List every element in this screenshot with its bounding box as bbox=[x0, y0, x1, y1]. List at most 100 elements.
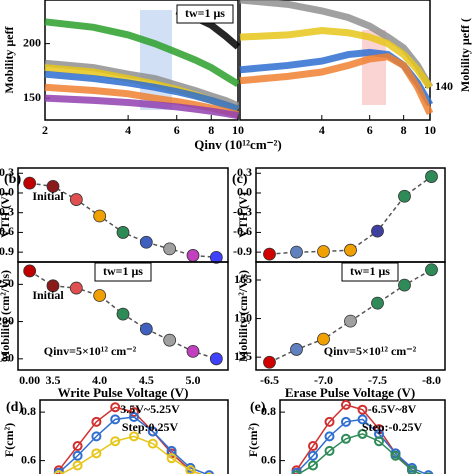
y-tick-label: 135 bbox=[234, 349, 252, 363]
y-tick-label: 150 bbox=[234, 310, 252, 324]
data-point bbox=[341, 399, 351, 410]
annotation: Initial bbox=[32, 189, 64, 203]
data-point bbox=[147, 426, 158, 437]
data-point bbox=[116, 226, 130, 239]
data-point bbox=[93, 289, 107, 302]
data-point bbox=[423, 470, 434, 474]
annotation: tw=1 μs bbox=[350, 264, 390, 278]
y-axis-label: F(cm²) bbox=[246, 423, 260, 457]
plot-frame bbox=[239, 0, 431, 121]
x-tick-label: -8.0 bbox=[422, 373, 441, 387]
data-point bbox=[110, 402, 121, 413]
annotation-box bbox=[341, 262, 399, 282]
panel-label: (d) bbox=[6, 400, 23, 415]
data-point bbox=[341, 416, 351, 427]
y-axis-label: Mobility (cm²/V.s) bbox=[0, 270, 12, 362]
x-tick-label: 8 bbox=[401, 123, 407, 137]
x-tick-label: 5.0 bbox=[186, 373, 201, 387]
y-axis-label: F(cm²) bbox=[2, 423, 16, 457]
data-point bbox=[371, 296, 384, 310]
x-tick-label: 3.5 bbox=[46, 373, 61, 387]
x-tick-label: 0.00 bbox=[19, 373, 40, 387]
data-point bbox=[129, 431, 139, 442]
y-axis-label: Mobility (cm²/V.s) bbox=[236, 270, 250, 362]
data-point bbox=[116, 307, 130, 321]
x-axis-label: Qinv (10¹²cm⁻²) bbox=[194, 137, 282, 152]
data-point bbox=[209, 352, 223, 366]
data-point bbox=[147, 438, 158, 449]
series-line bbox=[58, 416, 209, 474]
data-point bbox=[69, 193, 83, 206]
data-point bbox=[290, 343, 303, 356]
x-tick-label: 4.5 bbox=[139, 373, 154, 387]
annotation-box bbox=[176, 4, 234, 24]
series-line bbox=[44, 18, 240, 87]
annotation: Step:-0.25V bbox=[362, 420, 423, 434]
annotation: Step:0.25V bbox=[122, 420, 179, 434]
data-point bbox=[129, 411, 139, 422]
data-point bbox=[324, 431, 335, 442]
annotation: 3.5V~5.25V bbox=[120, 402, 180, 416]
data-point bbox=[139, 235, 153, 249]
data-point bbox=[166, 453, 177, 464]
data-point bbox=[69, 281, 83, 295]
panel-label: (c) bbox=[232, 172, 248, 187]
x-tick-label: 6 bbox=[174, 123, 180, 137]
data-point bbox=[344, 314, 357, 328]
data-point bbox=[308, 460, 318, 471]
series-line bbox=[269, 175, 432, 255]
y-tick-label: 0.3 bbox=[237, 165, 252, 179]
series-line bbox=[239, 0, 434, 90]
data-point bbox=[398, 189, 411, 203]
y-tick-label: 150 bbox=[23, 90, 41, 104]
data-point bbox=[186, 344, 200, 358]
y-tick-label: 140 bbox=[435, 79, 453, 93]
data-point bbox=[163, 242, 177, 256]
data-point bbox=[263, 355, 276, 369]
y-tick-label: -0.9 bbox=[233, 244, 252, 258]
y-tick-label: 0.0 bbox=[0, 185, 14, 199]
data-point bbox=[390, 450, 401, 461]
annotation: tw=1 μs bbox=[103, 264, 143, 278]
data-point bbox=[317, 332, 330, 346]
x-tick-label: 10 bbox=[424, 123, 436, 137]
data-point bbox=[407, 465, 417, 474]
data-point bbox=[91, 416, 102, 427]
series-line bbox=[296, 433, 423, 474]
panel-label: (e) bbox=[250, 400, 266, 415]
data-point bbox=[263, 247, 276, 261]
data-point bbox=[398, 278, 411, 292]
y-tick-label: 200 bbox=[0, 313, 14, 327]
x-tick-label: 4 bbox=[125, 123, 131, 137]
data-point bbox=[46, 180, 60, 193]
annotation-box bbox=[94, 262, 152, 282]
y-tick-label: -0.9 bbox=[0, 244, 14, 258]
series-line bbox=[239, 53, 434, 115]
data-point bbox=[425, 263, 438, 277]
data-point bbox=[371, 224, 384, 238]
data-point bbox=[357, 428, 368, 439]
data-point bbox=[110, 414, 121, 425]
data-point bbox=[374, 436, 384, 447]
data-point bbox=[186, 249, 200, 262]
y-tick-label: 150 bbox=[0, 351, 14, 365]
series-line bbox=[44, 59, 240, 110]
data-point bbox=[139, 322, 153, 336]
y-axis-label: Mobility μeff bbox=[2, 25, 16, 93]
y-tick-label: 0.8 bbox=[21, 404, 36, 418]
y-tick-label: -0.3 bbox=[0, 204, 14, 218]
series-line bbox=[44, 94, 239, 120]
x-axis-label: Erase Pulse Voltage (V) bbox=[285, 385, 415, 400]
data-point bbox=[185, 465, 196, 474]
plot-frame bbox=[39, 399, 229, 474]
data-point bbox=[53, 470, 64, 474]
plot-frame bbox=[44, 0, 239, 121]
y-tick-label: 0.6 bbox=[261, 452, 276, 466]
series-line bbox=[295, 418, 428, 474]
plot-frame bbox=[255, 261, 446, 371]
data-point bbox=[344, 243, 357, 257]
data-point bbox=[291, 470, 302, 474]
data-point bbox=[341, 433, 351, 444]
plot-frame bbox=[279, 399, 446, 474]
